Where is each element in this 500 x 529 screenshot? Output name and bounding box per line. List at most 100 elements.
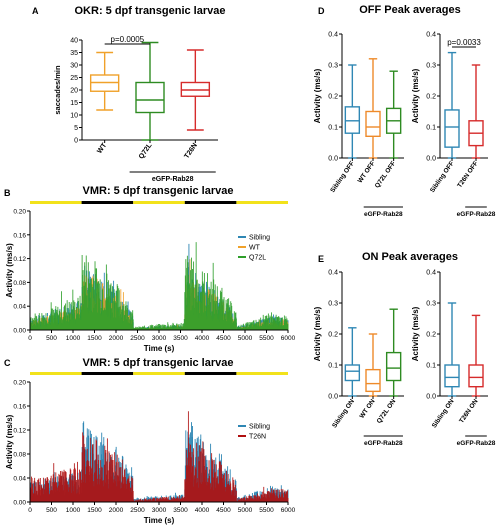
box-iqr	[468, 364, 484, 388]
box-iqr	[385, 351, 402, 382]
panel-b-vmr-trace: VMR: 5 dpf transgenic larvae 0.00 0.04 0.0…	[5, 185, 296, 353]
box-iqr	[365, 368, 381, 393]
panel-letter-e: E	[318, 254, 324, 264]
x-tick-label: 3500	[173, 335, 188, 342]
y-tick-label: 0.2	[328, 94, 338, 101]
group-label: eGFP-Rab28	[364, 211, 403, 218]
y-tick-label: 20	[70, 88, 78, 95]
x-tick-label: 1500	[87, 507, 102, 514]
panel-a-okr-boxplot: OKR: 5 dpf transgenic larvae 0 5 10 15 20 25 3…	[53, 5, 226, 183]
x-tick-label: 2500	[130, 507, 145, 514]
panel-d-title: OFF Peak averages	[359, 4, 461, 16]
y-tick-label: 0	[74, 138, 78, 145]
y-tick-label: 0.20	[13, 209, 26, 216]
y-tick-label: 0.1	[426, 125, 436, 132]
x-tick-label: 6000	[281, 507, 296, 514]
y-tick-label: 10	[70, 113, 78, 120]
y-tick-label: 0.1	[426, 363, 436, 370]
legend-entry: Sibling	[249, 424, 270, 431]
x-tick-label: 1000	[66, 507, 81, 514]
y-axis-label: Activity (ms/s)	[313, 306, 322, 361]
x-axis-label: Time (s)	[144, 344, 175, 353]
light-bar-on	[30, 201, 82, 204]
group-label: eGFP-Rab28	[152, 176, 194, 183]
y-axis-label: saccades/min	[53, 65, 62, 115]
x-tick-label: 5000	[238, 335, 253, 342]
y-axis-label: Activity (ms/s)	[411, 306, 420, 361]
y-tick-label: 0.0	[426, 156, 436, 163]
panel-b-title: VMR: 5 dpf transgenic larvae	[83, 185, 234, 197]
box-iqr	[365, 110, 381, 137]
y-tick-label: 0.00	[13, 500, 26, 507]
y-tick-label: 0.16	[13, 404, 26, 411]
x-tick-label: 4500	[216, 335, 231, 342]
y-tick-label: 0.4	[426, 32, 436, 39]
y-tick-label: 0.12	[13, 428, 26, 435]
x-tick-label: 0	[28, 507, 32, 514]
y-tick-label: 0.20	[13, 380, 26, 387]
y-axis-label: Activity (ms/s)	[5, 243, 14, 298]
legend-entry: T26N	[249, 434, 266, 441]
y-tick-label: 0.3	[426, 301, 436, 308]
significance-label: p=0.0033	[447, 38, 481, 47]
group-label: eGFP-Rab28	[457, 211, 496, 218]
y-tick-label: 0.1	[328, 363, 338, 370]
x-tick-label: 5000	[238, 507, 253, 514]
light-bar-off	[184, 372, 237, 375]
legend-entry: Q72L	[249, 255, 266, 262]
legend-entry: WT	[249, 245, 261, 252]
panel-letter-a: A	[32, 6, 39, 16]
box-iqr	[344, 364, 361, 382]
y-tick-label: 0.04	[13, 476, 26, 483]
light-bar-off	[184, 201, 237, 204]
y-tick-label: 0.08	[13, 452, 26, 459]
x-tick-label: 4000	[195, 507, 210, 514]
y-tick-label: 0.0	[328, 156, 338, 163]
light-bar-on	[133, 372, 185, 375]
y-tick-label: 0.2	[426, 94, 436, 101]
y-tick-label: 0.16	[13, 232, 26, 239]
legend-entry: Sibling	[249, 235, 270, 242]
y-tick-label: 0.3	[328, 301, 338, 308]
x-tick-label: 2000	[109, 507, 124, 514]
light-bar-off	[81, 372, 134, 375]
x-axis-label: Time (s)	[144, 516, 175, 525]
y-tick-label: 40	[70, 38, 78, 45]
light-bar-on	[133, 201, 185, 204]
y-tick-label: 0.2	[328, 332, 338, 339]
group-label: eGFP-Rab28	[457, 440, 496, 447]
x-tick-label: 1000	[66, 335, 81, 342]
y-axis-label: Activity (ms/s)	[411, 68, 420, 123]
y-tick-label: 0.4	[328, 32, 338, 39]
y-tick-label: 30	[70, 63, 78, 70]
y-tick-label: 0.3	[426, 63, 436, 70]
y-tick-label: 15	[70, 100, 78, 107]
panel-d-left-boxplot: OFF Peak averages 0.0 0.1 0.2 0.3 0.4 Activit…	[313, 4, 461, 218]
x-tick-label: 500	[46, 335, 57, 342]
x-tick-label: 0	[28, 335, 32, 342]
y-tick-label: 0.04	[13, 304, 26, 311]
y-tick-label: 0.4	[426, 270, 436, 277]
x-tick-label: 5500	[259, 335, 274, 342]
y-tick-label: 0.0	[426, 394, 436, 401]
x-tick-label: 2500	[130, 335, 145, 342]
y-tick-label: 0.3	[328, 63, 338, 70]
x-tick-label: 1500	[87, 335, 102, 342]
x-tick-label: 5500	[259, 507, 274, 514]
x-tick-label: 3500	[173, 507, 188, 514]
panel-letter-c: C	[4, 358, 11, 368]
x-tick-label: 4000	[195, 335, 210, 342]
panel-letter-b: B	[4, 188, 11, 198]
panel-a-title: OKR: 5 dpf transgenic larvae	[75, 5, 226, 17]
x-tick-label: 3000	[152, 507, 167, 514]
x-tick-label: 2000	[109, 335, 124, 342]
x-tick-label: 6000	[281, 335, 296, 342]
significance-label: p=0.0005	[111, 35, 145, 44]
light-bar-on	[30, 372, 82, 375]
y-tick-label: 0.0	[328, 394, 338, 401]
y-axis-label: Activity (ms/s)	[313, 68, 322, 123]
y-tick-label: 0.1	[328, 125, 338, 132]
y-tick-label: 0.00	[13, 328, 26, 335]
